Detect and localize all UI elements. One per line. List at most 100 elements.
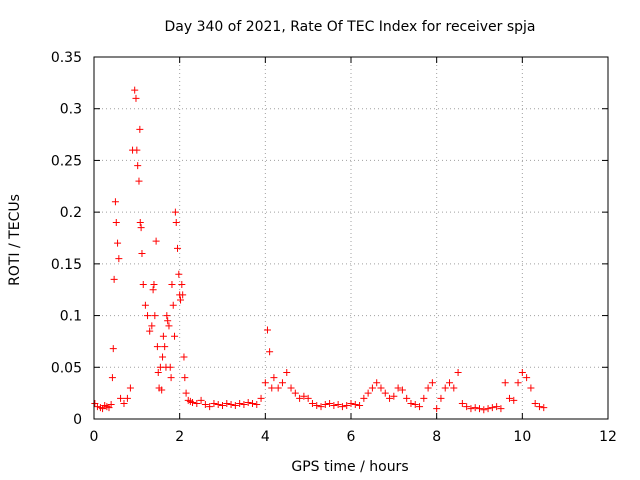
data-point (132, 94, 140, 102)
data-point (347, 399, 355, 407)
data-point (416, 403, 424, 411)
y-tick-label: 0.15 (51, 257, 82, 273)
data-point (535, 403, 543, 411)
data-point (164, 317, 172, 325)
data-point (484, 405, 492, 413)
data-point (115, 255, 123, 263)
data-point (424, 384, 432, 392)
data-point (153, 343, 161, 351)
y-axis-label: ROTI / TECUs (7, 194, 23, 286)
data-point (488, 404, 496, 412)
data-point (467, 405, 475, 413)
data-point (197, 396, 205, 404)
data-point (356, 402, 364, 410)
x-axis-label: GPS time / hours (291, 459, 408, 475)
data-point (368, 384, 376, 392)
data-point (433, 405, 441, 413)
data-point (181, 374, 189, 382)
data-point (159, 353, 167, 361)
data-point (161, 343, 169, 351)
data-point (131, 86, 139, 94)
data-point (169, 301, 177, 309)
data-point (152, 237, 160, 245)
data-point (377, 384, 385, 392)
data-point (261, 379, 269, 387)
data-point (287, 384, 295, 392)
data-point (364, 389, 372, 397)
data-point (139, 281, 147, 289)
data-point (253, 401, 261, 409)
y-tick-label: 0.05 (51, 360, 82, 376)
data-point (167, 374, 175, 382)
x-tick-label: 6 (347, 429, 356, 445)
data-point (471, 404, 479, 412)
data-point (313, 402, 321, 410)
y-tick-label: 0.2 (60, 205, 82, 221)
data-point (163, 312, 171, 320)
data-point (390, 392, 398, 400)
data-point (326, 399, 334, 407)
chart-title: Day 340 of 2021, Rate Of TEC Index for r… (164, 19, 535, 35)
data-point (428, 379, 436, 387)
data-point (296, 394, 304, 402)
data-point (386, 394, 394, 402)
data-point (334, 401, 342, 409)
data-point (446, 379, 454, 387)
data-point (274, 384, 282, 392)
data-point (178, 281, 186, 289)
data-point (308, 399, 316, 407)
data-point (150, 281, 158, 289)
data-point (175, 270, 183, 278)
data-point (351, 401, 359, 409)
data-point (266, 348, 274, 356)
data-point (111, 198, 119, 206)
data-point (138, 250, 146, 258)
data-point (134, 162, 142, 170)
x-tick-label: 8 (432, 429, 441, 445)
data-point (450, 384, 458, 392)
data-point (93, 403, 101, 411)
data-point (373, 379, 381, 387)
data-point (107, 401, 115, 409)
data-point (458, 399, 466, 407)
data-point (108, 374, 116, 382)
data-point (420, 394, 428, 402)
data-point (531, 399, 539, 407)
data-point (441, 384, 449, 392)
data-point (171, 332, 179, 340)
data-point (171, 208, 179, 216)
data-point (210, 399, 218, 407)
data-point (497, 405, 505, 413)
data-point (493, 403, 501, 411)
data-point (148, 322, 156, 330)
data-point (514, 379, 522, 387)
data-point (338, 403, 346, 411)
data-point (263, 326, 271, 334)
data-point (149, 286, 157, 294)
y-tick-label: 0.35 (51, 50, 82, 66)
grid (94, 57, 608, 419)
data-point (214, 401, 222, 409)
x-tick-label: 4 (261, 429, 270, 445)
data-point (463, 403, 471, 411)
data-point (136, 218, 144, 226)
data-point (300, 392, 308, 400)
data-point (540, 404, 548, 412)
data-point (231, 402, 239, 410)
data-point (398, 386, 406, 394)
data-point (240, 401, 248, 409)
data-point (523, 374, 531, 382)
data-point (317, 403, 325, 411)
data-point (117, 394, 125, 402)
x-tick-label: 2 (175, 429, 184, 445)
y-tick-label: 0.3 (60, 102, 82, 118)
x-tick-label: 0 (90, 429, 99, 445)
data-point (518, 368, 526, 376)
data-point (193, 399, 201, 407)
data-point (166, 363, 174, 371)
data-point (360, 394, 368, 402)
data-point (476, 405, 483, 413)
data-points (91, 86, 548, 414)
data-point (110, 275, 118, 283)
